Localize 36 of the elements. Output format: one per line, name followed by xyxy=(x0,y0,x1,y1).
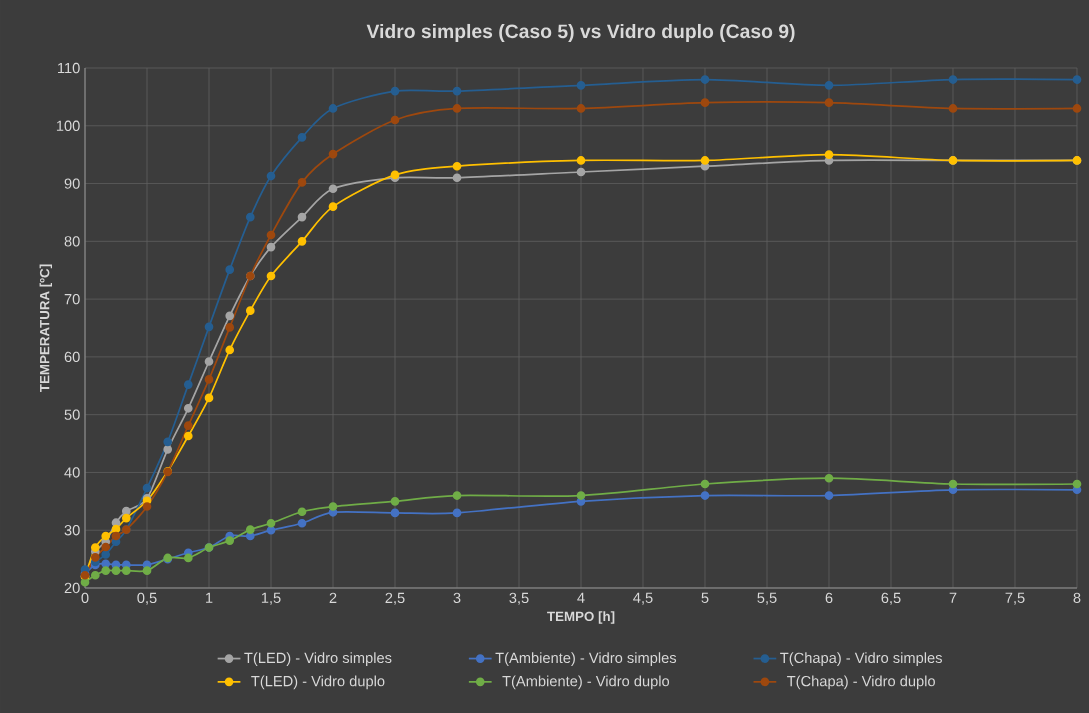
x-tick-label: 2 xyxy=(329,592,337,603)
y-tick-label: 40 xyxy=(64,467,80,478)
x-tick-label: 7 xyxy=(949,592,957,603)
x-tick-label: 4,5 xyxy=(633,592,653,605)
x-tick-label: 1,5 xyxy=(261,592,281,605)
y-tick-label: 100 xyxy=(56,120,80,131)
x-tick-label: 8 xyxy=(1073,592,1081,604)
x-tick-label: 7,5 xyxy=(1005,592,1025,605)
y-tick-label: 80 xyxy=(64,236,80,247)
y-tick-label: 110 xyxy=(58,62,80,74)
x-tick-label: 0 xyxy=(81,592,89,604)
y-axis-title: TEMPERATURA [ºC] xyxy=(39,264,52,393)
x-tick-label: 3 xyxy=(453,592,461,604)
y-tick-label: 90 xyxy=(64,178,80,189)
x-tick-label: 5,5 xyxy=(757,592,777,605)
x-tick-label: 6 xyxy=(825,592,833,604)
x-tick-label: 2,5 xyxy=(385,592,405,605)
x-tick-label: 6,5 xyxy=(881,592,901,605)
legend-label: T(Chapa) - Vidro duplo xyxy=(787,675,935,690)
y-tick-label: 50 xyxy=(64,409,80,420)
y-tick-label: 30 xyxy=(64,525,80,536)
y-tick-label: 70 xyxy=(64,293,80,305)
x-tick-label: 4 xyxy=(577,592,585,603)
legend-label: T(Ambiente) - Vidro duplo xyxy=(502,675,670,690)
x-tick-label: 0,5 xyxy=(137,592,157,605)
legend-label: T(LED) - Vidro simples xyxy=(244,652,392,666)
chart-title: Vidro simples (Caso 5) vs Vidro duplo (Caso 9) xyxy=(366,23,795,42)
y-tick-label: 60 xyxy=(64,351,80,363)
legend-label: T(Chapa) - Vidro simples xyxy=(780,652,942,666)
legend-label: T(Ambiente) - Vidro simples xyxy=(495,652,677,666)
x-tick-label: 1 xyxy=(206,592,213,603)
y-tick-label: 20 xyxy=(64,582,80,594)
legend-label: T(LED) - Vidro duplo xyxy=(251,675,385,690)
x-tick-label: 3,5 xyxy=(509,592,529,605)
x-axis-title: TEMPO [h] xyxy=(547,611,615,624)
x-tick-label: 5 xyxy=(701,592,709,603)
